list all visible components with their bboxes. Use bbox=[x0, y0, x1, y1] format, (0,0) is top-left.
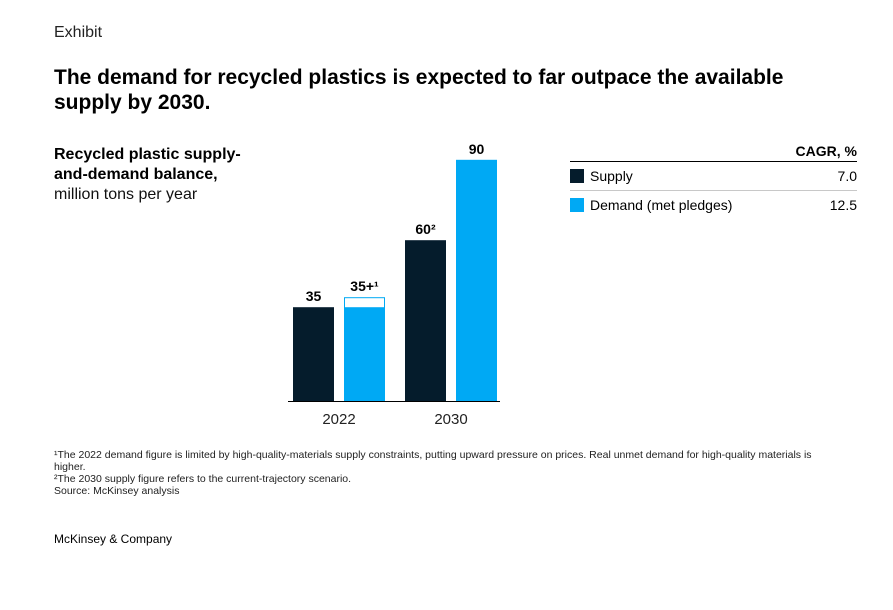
legend-label-demand: Demand (met pledges) bbox=[590, 197, 733, 213]
legend-value-demand: 12.5 bbox=[829, 197, 857, 213]
x-tick-label-2022: 2022 bbox=[322, 411, 355, 428]
bar-outline-unmet-demand-2022 bbox=[344, 297, 385, 309]
chart-headline: The demand for recycled plastics is expe… bbox=[54, 66, 784, 114]
legend-swatch-demand bbox=[570, 198, 584, 212]
chart-subtitle-bold: Recycled plastic supply-and-demand balan… bbox=[54, 146, 241, 183]
legend-row-supply: Supply 7.0 bbox=[570, 162, 857, 190]
legend: CAGR, % Supply 7.0 Demand (met pledges) … bbox=[570, 141, 857, 219]
bar-demand-2022 bbox=[344, 307, 385, 401]
legend-value-supply: 7.0 bbox=[837, 168, 857, 184]
legend-label-supply: Supply bbox=[590, 168, 633, 184]
source-note: Source: McKinsey analysis bbox=[54, 485, 180, 497]
x-tick-label-2030: 2030 bbox=[434, 411, 467, 428]
data-label-supply-2030: 60² bbox=[415, 221, 436, 237]
brand-logo-text: McKinsey & Company bbox=[54, 532, 173, 546]
data-label-demand-2030: 90 bbox=[469, 141, 485, 157]
exhibit-label: Exhibit bbox=[54, 24, 103, 41]
data-label-supply-2022: 35 bbox=[306, 288, 322, 304]
bar-supply-2030 bbox=[405, 240, 446, 401]
bar-supply-2022 bbox=[293, 307, 334, 401]
legend-header: CAGR, % bbox=[570, 141, 857, 162]
legend-row-demand: Demand (met pledges) 12.5 bbox=[570, 190, 857, 219]
data-label-demand-2022: 35+¹ bbox=[350, 278, 379, 294]
footnote-1: ¹The 2022 demand figure is limited by hi… bbox=[54, 449, 812, 473]
chart-subtitle: Recycled plastic supply-and-demand balan… bbox=[54, 145, 254, 205]
footnotes: ¹The 2022 demand figure is limited by hi… bbox=[54, 449, 844, 497]
legend-swatch-supply bbox=[570, 169, 584, 183]
chart-subtitle-unit: million tons per year bbox=[54, 186, 198, 203]
footnote-2: ²The 2030 supply figure refers to the cu… bbox=[54, 473, 352, 485]
bar-demand-2030 bbox=[456, 159, 497, 401]
